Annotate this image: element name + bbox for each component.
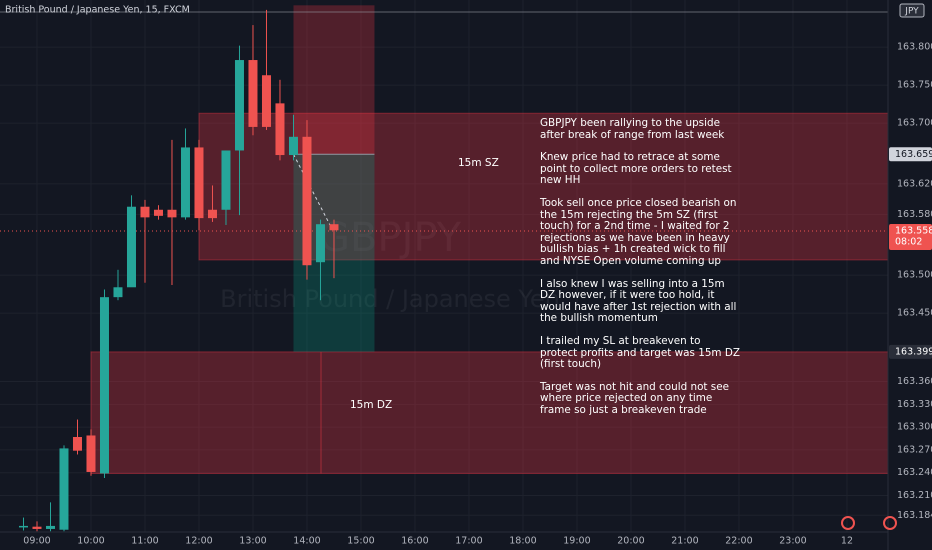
candle-body xyxy=(261,75,271,127)
candle-body xyxy=(234,60,244,151)
note: I trailed my SL at breakeven to protect … xyxy=(540,334,740,371)
x-tick-label: 14:00 xyxy=(293,536,320,547)
countdown: 08:02 xyxy=(895,237,922,248)
price-label-text: 163.399 xyxy=(895,346,932,357)
stop-area xyxy=(293,5,375,155)
x-tick-label: 18:00 xyxy=(509,536,536,547)
y-tick-label: 163.800 xyxy=(897,42,932,53)
note: Target was not hit and could not see whe… xyxy=(540,380,730,416)
icon xyxy=(841,516,855,530)
x-tick-label: 23:00 xyxy=(779,536,806,547)
x-tick-label: 09:00 xyxy=(23,536,50,547)
y-tick-label: 163.750 xyxy=(897,80,932,91)
candle-body xyxy=(59,448,69,530)
x-tick-label: 12:00 xyxy=(185,536,212,547)
y-tick-label: 163.580 xyxy=(897,209,932,220)
candle-body xyxy=(140,206,150,218)
y-tick-label: 163.270 xyxy=(897,444,932,455)
candle-body xyxy=(72,437,82,451)
currency: JPY xyxy=(904,7,919,17)
x-tick-label: 11:00 xyxy=(131,536,158,547)
candle-body xyxy=(86,435,96,472)
watermark: GBPJPY xyxy=(319,215,462,261)
candle-body xyxy=(126,206,136,288)
y-tick-label: 163.240 xyxy=(897,467,932,478)
watermark: British Pound / Japanese Yen xyxy=(220,285,560,313)
candle-body xyxy=(194,147,204,219)
currency-box xyxy=(899,3,925,18)
candle-body xyxy=(275,103,285,156)
candle-body xyxy=(288,136,298,156)
candle-body xyxy=(221,150,231,210)
price-label-text: 163.558 xyxy=(895,226,932,237)
x-tick-label: 15:00 xyxy=(347,536,374,547)
candle-body xyxy=(167,209,177,218)
trade-notes: GBPJPY been rallying to the upside after… xyxy=(540,117,740,427)
y-tick-label: 163.620 xyxy=(897,178,932,189)
note: Knew price had to retrace at some point … xyxy=(540,151,732,187)
note: I also knew I was selling into a 15m DZ … xyxy=(540,277,737,325)
x-tick-label: 22:00 xyxy=(725,536,752,547)
y-tick-label: 163.184 xyxy=(897,510,932,521)
y-tick-label: 163.330 xyxy=(897,399,932,410)
price-label-text: 163.659 xyxy=(895,149,932,160)
y-tick-label: 163.500 xyxy=(897,270,932,281)
zone-label: 15m DZ xyxy=(350,399,392,411)
note: GBPJPY been rallying to the upside after… xyxy=(540,117,725,141)
x-tick-label: 13:00 xyxy=(239,536,266,547)
trade-path xyxy=(293,154,331,226)
x-tick-label: 10:00 xyxy=(77,536,104,547)
y-tick-label: 163.700 xyxy=(897,118,932,129)
y-tick-label: 163.300 xyxy=(897,422,932,433)
x-tick-label: 16:00 xyxy=(401,536,428,547)
zone-label: 15m SZ xyxy=(458,157,499,169)
x-tick-label: 21:00 xyxy=(671,536,698,547)
candle-body xyxy=(18,525,28,528)
note: Took sell once price closed bearish on t… xyxy=(540,196,737,267)
y-tick-label: 163.360 xyxy=(897,376,932,387)
chart-title: British Pound / Japanese Yen, 15, FXCM xyxy=(5,5,190,16)
price-label xyxy=(889,224,932,251)
price-label xyxy=(889,147,932,162)
candle-body xyxy=(180,147,190,218)
y-tick-label: 163.210 xyxy=(897,490,932,501)
price-label xyxy=(889,344,932,359)
x-tick-label: 12 xyxy=(841,536,853,547)
price-axis xyxy=(888,0,932,550)
candle-body xyxy=(99,297,109,474)
candle-body xyxy=(207,209,217,219)
x-tick-label: 19:00 xyxy=(563,536,590,547)
candle-body xyxy=(113,287,123,298)
candle-body xyxy=(153,209,163,216)
candle-body xyxy=(315,224,325,263)
zone xyxy=(198,112,889,261)
candle-body xyxy=(45,525,55,529)
candle-body xyxy=(32,526,42,529)
y-tick-label: 163.450 xyxy=(897,308,932,319)
candle-body xyxy=(329,224,339,231)
icon xyxy=(883,516,897,530)
candle-body xyxy=(248,60,258,127)
zone xyxy=(90,351,889,474)
candle-body xyxy=(302,136,312,266)
x-tick-label: 17:00 xyxy=(455,536,482,547)
x-tick-label: 20:00 xyxy=(617,536,644,547)
